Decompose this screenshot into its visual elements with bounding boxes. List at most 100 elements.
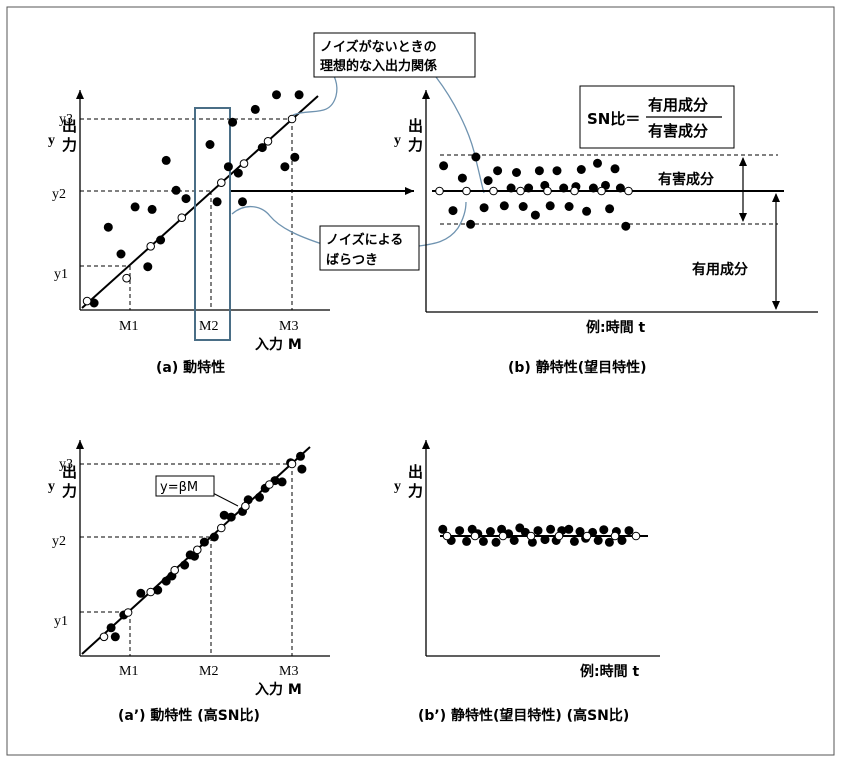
panel-b-output-char1: 出 (408, 117, 423, 135)
panel-a2-m2-label: M2 (199, 664, 218, 679)
panel-b2-x-title: 例:時間 t (580, 663, 639, 680)
panel-a2-filled-point-10 (199, 537, 209, 547)
panel-a-open-point-2 (146, 242, 155, 251)
panel-b2: y 出 力 例:時間 t (b’) 静特性(望目特性) (高SN比) (394, 440, 660, 724)
panel-b2-open-point-6 (610, 531, 620, 541)
beta-callout-box (155, 475, 215, 497)
panel-a2-filled-point-21 (296, 451, 305, 461)
panel-a-filled-point-1 (103, 222, 113, 232)
panel-a2-m3-label: M3 (279, 664, 298, 679)
panel-a-m1-label: M1 (119, 319, 138, 334)
panel-a-filled-point-5 (147, 204, 157, 214)
panel-a-filled-point-19 (280, 162, 290, 172)
panel-b2-filled-point-27 (604, 537, 614, 547)
panel-a2-points (99, 451, 307, 642)
panel-b2-open-point-4 (554, 531, 564, 541)
panel-a2-open-point-1 (123, 608, 133, 617)
panel-a-filled-point-13 (228, 117, 238, 127)
panel-b2-points (438, 523, 641, 547)
panel-b2-filled-point-3 (462, 536, 472, 546)
panel-b-open-point-2 (489, 186, 498, 196)
panel-a-filled-point-16 (250, 104, 260, 114)
panel-b2-open-point-7 (631, 531, 641, 541)
panel-a-filled-point-4 (143, 262, 153, 272)
panel-b-y-letter: y (394, 133, 401, 148)
panel-b-filled-point-21 (576, 165, 586, 174)
panel-a-filled-point-12 (223, 162, 233, 172)
panel-b-filled-point-2 (457, 173, 467, 183)
panel-a-y-letter: y (48, 133, 55, 148)
panel-a-filled-point-10 (205, 140, 215, 149)
panel-a2: y=βM y 出 力 y3 y2 y1 M1 M2 M3 入力 M (a’) 動… (48, 440, 330, 724)
panel-b2-output-char1: 出 (408, 463, 423, 481)
panel-a2-open-point-5 (217, 523, 226, 533)
panel-b2-filled-point-26 (599, 525, 609, 535)
panel-a2-filled-point-4 (153, 585, 163, 595)
panel-a-open-point-0 (82, 296, 92, 306)
panel-a-filled-point-14 (233, 168, 243, 178)
panel-b-filled-point-16 (545, 201, 555, 211)
panel-a2-m1-label: M1 (119, 664, 138, 679)
panel-b-filled-point-26 (605, 204, 615, 214)
panel-b-output-char2: 力 (408, 136, 423, 154)
panel-a-filled-point-20 (290, 152, 300, 162)
panel-a-x-title: 入力 M (255, 336, 302, 353)
panel-a-ideal-line (81, 95, 319, 309)
panel-a-m2-highlight (194, 107, 231, 341)
panel-b-filled-point-13 (530, 210, 540, 220)
panel-a2-x-title: 入力 M (255, 681, 302, 698)
panel-a2-open-point-0 (99, 632, 109, 642)
panel-b-filled-point-11 (518, 202, 528, 211)
sn-formula-denominator: 有害成分 (648, 122, 708, 140)
noise-callout-leader (231, 206, 323, 245)
panel-b-filled-point-19 (564, 202, 574, 211)
panel-b-filled-point-0 (439, 161, 449, 171)
panel-a-filled-point-6 (156, 235, 166, 245)
panel-a-y3-label: y3 (59, 112, 73, 127)
panel-a-m2-label: M2 (199, 319, 218, 334)
panel-b2-caption: (b’) 静特性(望目特性) (高SN比) (418, 707, 629, 724)
panel-a2-open-point-2 (146, 587, 155, 597)
panel-b2-filled-point-22 (575, 527, 585, 536)
panel-a-open-point-4 (217, 178, 226, 187)
panel-a-filled-point-0 (89, 298, 99, 308)
harmful-label: 有害成分 (658, 171, 714, 188)
ideal-callout-line1: ノイズがないときの (320, 39, 437, 55)
panel-b-points (435, 152, 633, 231)
panel-b2-filled-point-7 (485, 527, 495, 536)
panel-a-filled-point-9 (181, 194, 191, 204)
panel-b2-filled-point-29 (617, 536, 627, 545)
panel-b-filled-point-7 (493, 166, 503, 176)
panel-b2-filled-point-30 (624, 526, 634, 536)
panel-b-filled-point-17 (552, 166, 562, 176)
sn-formula-numerator: 有用成分 (648, 96, 708, 114)
panel-b2-open-point-5 (582, 531, 592, 541)
panel-b-filled-point-5 (479, 203, 489, 213)
panel-b2-filled-point-9 (497, 524, 507, 534)
panel-a-open-point-7 (287, 114, 297, 124)
noise-callout-line2: ばらつき (326, 253, 378, 268)
panel-a2-open-point-3 (170, 565, 179, 575)
panel-a2-open-point-4 (193, 545, 202, 555)
panel-b-open-point-1 (462, 186, 471, 196)
panel-b-filled-point-1 (448, 206, 458, 216)
panel-a-filled-point-8 (171, 185, 181, 195)
panel-b2-open-point-0 (442, 531, 452, 541)
panel-a-filled-point-2 (116, 249, 126, 259)
panel-b2-filled-point-2 (455, 526, 465, 536)
panel-b2-open-point-1 (470, 531, 480, 541)
panel-a2-filled-point-11 (209, 532, 219, 542)
panel-a2-y3-label: y3 (59, 457, 73, 472)
useful-label: 有用成分 (692, 261, 748, 278)
panel-a2-open-point-6 (241, 501, 250, 511)
panel-b-open-point-6 (597, 186, 606, 196)
panel-a-filled-point-11 (212, 197, 222, 207)
panel-a2-y2-label: y2 (52, 534, 66, 549)
panel-b-open-point-4 (543, 186, 552, 196)
panel-b2-open-point-3 (526, 531, 536, 541)
panel-b2-filled-point-0 (438, 524, 448, 534)
panel-a-open-point-3 (177, 213, 187, 222)
panel-b-filled-point-12 (524, 183, 534, 193)
